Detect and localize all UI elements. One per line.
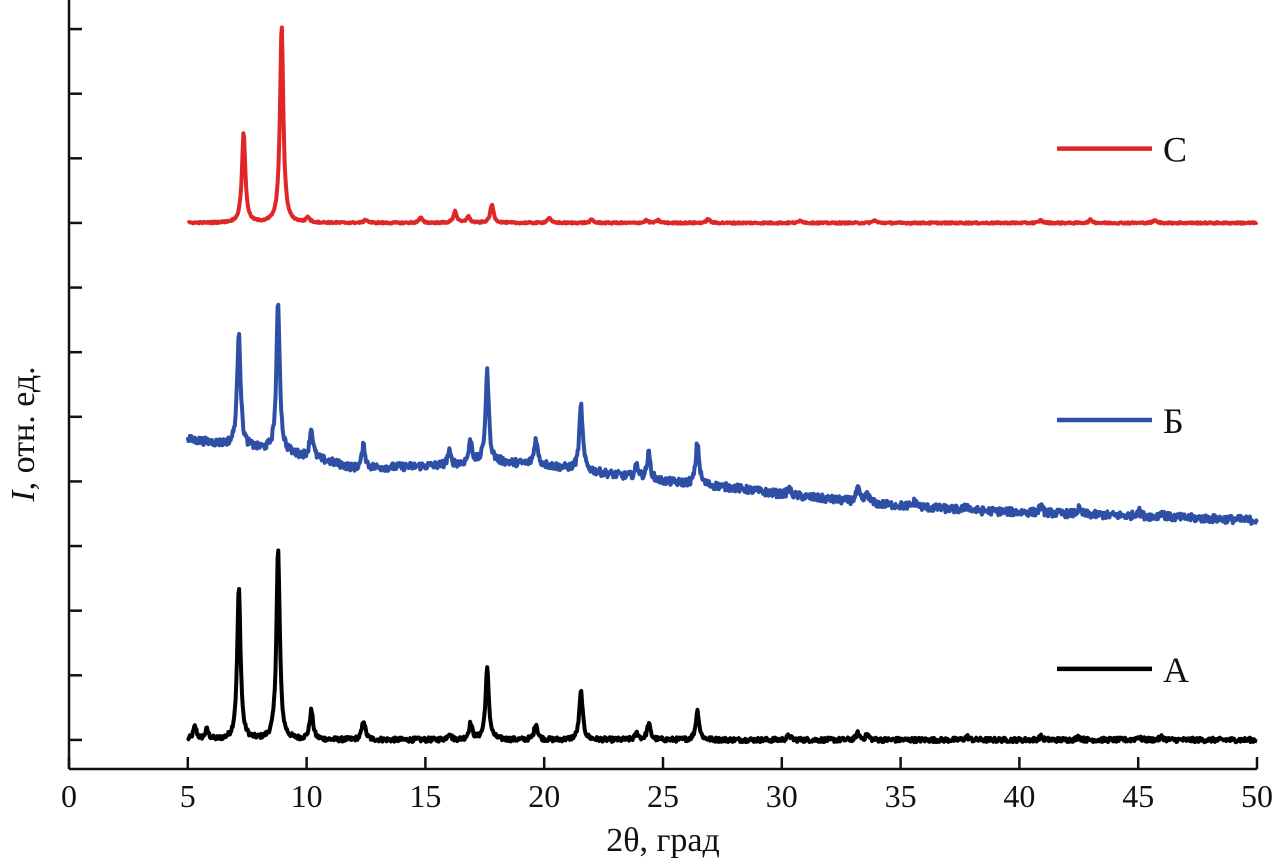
series-line-A — [186, 548, 1259, 745]
x-tick-label: 45 — [1122, 778, 1154, 814]
axes: 0 5 10 15 20 25 30 35 40 45 50 — [61, 0, 1273, 814]
x-tick-label: 35 — [885, 778, 917, 814]
x-tick-label: 30 — [766, 778, 798, 814]
x-axis-title: 2θ, град — [606, 822, 720, 859]
x-tick-label: 50 — [1241, 778, 1273, 814]
x-tick-label: 10 — [291, 778, 323, 814]
y-axis-title: I, отн. ед. — [5, 366, 42, 502]
x-tick-label: 0 — [61, 778, 77, 814]
series-layer — [185, 25, 1259, 745]
series-line-C — [186, 25, 1259, 226]
legend-label-A: A — [1163, 650, 1189, 690]
x-tick-label: 20 — [528, 778, 560, 814]
x-tick-label: 25 — [647, 778, 679, 814]
legend-label-Б: Б — [1163, 401, 1184, 441]
x-tick-label: 40 — [1003, 778, 1035, 814]
x-tick-label: 15 — [409, 778, 441, 814]
legend: A Б C — [1057, 130, 1189, 690]
series-line-Б — [185, 302, 1259, 526]
legend-label-C: C — [1163, 130, 1187, 170]
y-axis-title-symbol: I — [5, 489, 42, 503]
x-tick-label: 5 — [180, 778, 196, 814]
y-axis-title-text: , отн. ед. — [5, 366, 42, 490]
